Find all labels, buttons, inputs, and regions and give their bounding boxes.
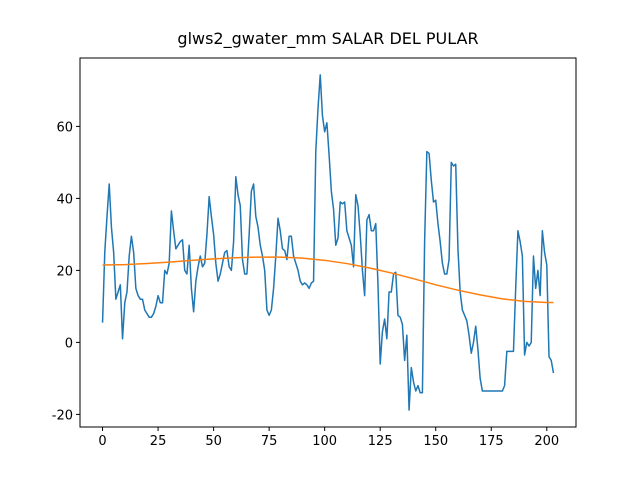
x-tick-label: 50 [205,434,222,449]
x-tick-label: 100 [312,434,337,449]
x-tick-label: 125 [368,434,393,449]
x-tick-label: 150 [423,434,448,449]
x-tick-label: 200 [534,434,559,449]
x-tick-label: 25 [150,434,167,449]
x-tick-label: 0 [98,434,106,449]
chart-title: glws2_gwater_mm SALAR DEL PULAR [177,29,478,49]
data-line [102,256,554,304]
x-tick-label: 75 [261,434,278,449]
y-tick-label: 60 [56,120,73,135]
y-tick-label: 40 [56,192,73,207]
data-line [101,74,555,411]
y-tick-label: 0 [65,336,73,351]
x-tick-label: 175 [479,434,504,449]
axes-frame [79,57,577,428]
y-tick-label: 20 [56,264,73,279]
y-tick-label: -20 [52,408,73,423]
plot-area [101,74,555,411]
